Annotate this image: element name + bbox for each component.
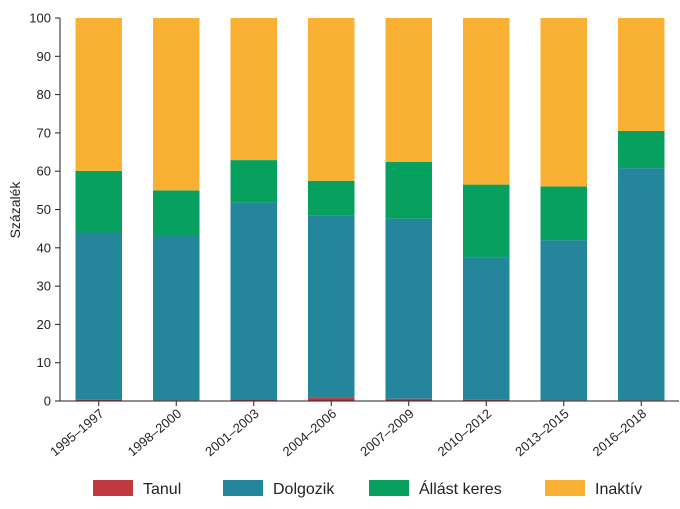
y-axis-title: Százalék	[7, 181, 23, 239]
bar-inaktív-1	[153, 18, 200, 191]
bar-inaktív-4	[385, 18, 432, 163]
bar-állást-keres-6	[540, 186, 587, 241]
x-tick-label: 2004–2006	[280, 406, 339, 459]
y-tick-label: 60	[37, 164, 51, 179]
bar-tanul-5	[463, 399, 510, 401]
bars-layer	[75, 18, 665, 401]
x-tick-label: 2001–2003	[202, 406, 261, 459]
x-tick-label: 2010–2012	[435, 406, 494, 459]
bar-inaktív-3	[308, 18, 355, 181]
x-tick-label: 2013–2015	[512, 406, 571, 459]
y-tick-label: 50	[37, 202, 51, 217]
legend-swatch	[369, 480, 409, 496]
x-tick-label: 2007–2009	[357, 406, 416, 459]
legend: Tanul Dolgozik Állást keres Inaktív	[93, 479, 642, 498]
bar-inaktív-7	[618, 18, 665, 131]
x-tick-label: 1998–2000	[125, 406, 184, 459]
bar-állást-keres-2	[230, 160, 277, 203]
y-tick-label: 80	[37, 87, 51, 102]
legend-label: Tanul	[143, 481, 181, 498]
y-tick-label: 100	[29, 11, 51, 26]
bar-tanul-0	[75, 399, 122, 401]
y-tick-label: 20	[37, 317, 51, 332]
bar-inaktív-0	[75, 18, 122, 171]
bar-dolgozik-0	[75, 232, 122, 400]
bar-állást-keres-1	[153, 190, 200, 236]
legend-swatch	[223, 480, 263, 496]
x-axis: 1995–1997 1998–2000 2001–2003 2004–2006 2007…	[47, 400, 679, 459]
x-tick-label: 1995–1997	[47, 406, 106, 459]
bar-inaktív-2	[230, 18, 277, 161]
legend-label: Inaktív	[595, 481, 642, 498]
bar-állást-keres-5	[463, 184, 510, 258]
bar-állást-keres-3	[308, 180, 355, 216]
legend-label: Állást keres	[419, 479, 502, 498]
legend-swatch	[93, 480, 133, 496]
bar-dolgozik-7	[618, 168, 665, 401]
bar-állást-keres-7	[618, 130, 665, 169]
bar-tanul-2	[230, 399, 277, 401]
x-tick-label: 2016–2018	[590, 406, 649, 459]
legend-label: Dolgozik	[273, 481, 335, 498]
bar-állást-keres-4	[385, 162, 432, 219]
y-tick-label: 90	[37, 49, 51, 64]
y-axis: 0 10 20 30 40 50 60 70 80 90 100	[29, 11, 61, 409]
y-tick-label: 40	[37, 240, 51, 255]
bar-dolgozik-4	[385, 218, 432, 399]
bar-inaktív-6	[540, 18, 587, 187]
bar-dolgozik-3	[308, 215, 355, 398]
y-tick-label: 70	[37, 125, 51, 140]
bar-dolgozik-5	[463, 257, 510, 400]
bar-tanul-3	[308, 397, 355, 401]
bar-inaktív-5	[463, 18, 510, 185]
bar-tanul-4	[385, 398, 432, 401]
y-tick-label: 10	[37, 355, 51, 370]
legend-swatch	[545, 480, 585, 496]
y-tick-label: 30	[37, 279, 51, 294]
bar-dolgozik-1	[153, 235, 200, 401]
bar-állást-keres-0	[75, 170, 122, 233]
bar-dolgozik-6	[540, 240, 587, 401]
y-tick-label: 0	[44, 394, 51, 409]
bar-dolgozik-2	[230, 202, 277, 400]
